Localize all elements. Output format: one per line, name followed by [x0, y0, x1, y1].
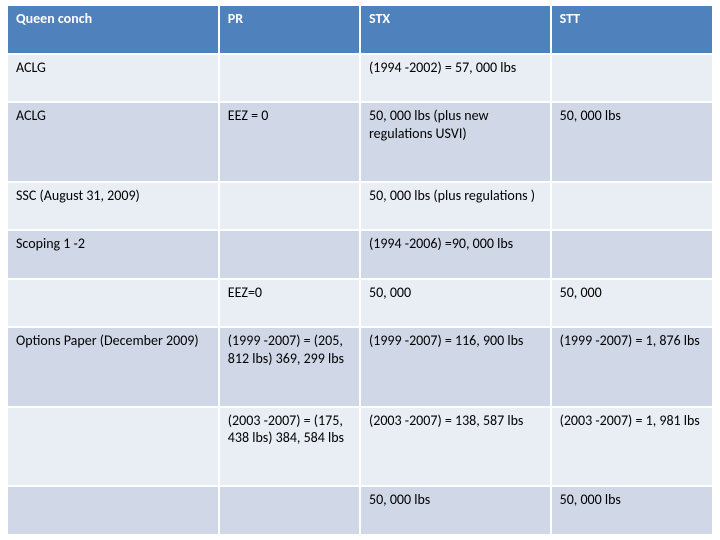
cell: (1994 -2006) =90, 000 lbs [360, 230, 551, 279]
table-row: EEZ=0 50, 000 50, 000 [7, 279, 713, 328]
cell: 50, 000 [360, 279, 551, 328]
cell: 50, 000 lbs (plus regulations ) [360, 182, 551, 231]
table-row: 50, 000 lbs 50, 000 lbs [7, 486, 713, 535]
cell: (2003 -2007) = 138, 587 lbs [360, 407, 551, 487]
col-header-3: STT [551, 5, 713, 54]
table-row: Scoping 1 -2 (1994 -2006) =90, 000 lbs [7, 230, 713, 279]
cell: (2003 -2007) = (175, 438 lbs) 384, 584 l… [219, 407, 360, 487]
cell [551, 230, 713, 279]
cell: (1999 -2007) = (205, 812 lbs) 369, 299 l… [219, 327, 360, 407]
cell [551, 182, 713, 231]
cell: EEZ=0 [219, 279, 360, 328]
cell [7, 279, 219, 328]
cell: SSC (August 31, 2009) [7, 182, 219, 231]
cell [219, 486, 360, 535]
cell [219, 230, 360, 279]
col-header-1: PR [219, 5, 360, 54]
cell [551, 54, 713, 103]
cell: (1999 -2007) = 116, 900 lbs [360, 327, 551, 407]
table-container: Queen conch PR STX STT ACLG (1994 -2002)… [0, 0, 720, 540]
table-row: ACLG (1994 -2002) = 57, 000 lbs [7, 54, 713, 103]
col-header-0: Queen conch [7, 5, 219, 54]
cell [7, 486, 219, 535]
cell: 50, 000 lbs [551, 102, 713, 182]
table-row: (2003 -2007) = (175, 438 lbs) 384, 584 l… [7, 407, 713, 487]
cell: 50, 000 lbs [360, 486, 551, 535]
table-header-row: Queen conch PR STX STT [7, 5, 713, 54]
cell: 50, 000 [551, 279, 713, 328]
cell: ACLG [7, 54, 219, 103]
table-row: ACLG EEZ = 0 50, 000 lbs (plus new regul… [7, 102, 713, 182]
cell: 50, 000 lbs (plus new regulations USVI) [360, 102, 551, 182]
cell: (2003 -2007) = 1, 981 lbs [551, 407, 713, 487]
col-header-2: STX [360, 5, 551, 54]
table-row: SSC (August 31, 2009) 50, 000 lbs (plus … [7, 182, 713, 231]
table-row: Options Paper (December 2009) (1999 -200… [7, 327, 713, 407]
cell: 50, 000 lbs [551, 486, 713, 535]
cell: (1994 -2002) = 57, 000 lbs [360, 54, 551, 103]
cell [219, 54, 360, 103]
cell: EEZ = 0 [219, 102, 360, 182]
data-table: Queen conch PR STX STT ACLG (1994 -2002)… [6, 4, 714, 536]
cell: Scoping 1 -2 [7, 230, 219, 279]
cell: (1999 -2007) = 1, 876 lbs [551, 327, 713, 407]
cell: ACLG [7, 102, 219, 182]
cell [219, 182, 360, 231]
cell: Options Paper (December 2009) [7, 327, 219, 407]
cell [7, 407, 219, 487]
